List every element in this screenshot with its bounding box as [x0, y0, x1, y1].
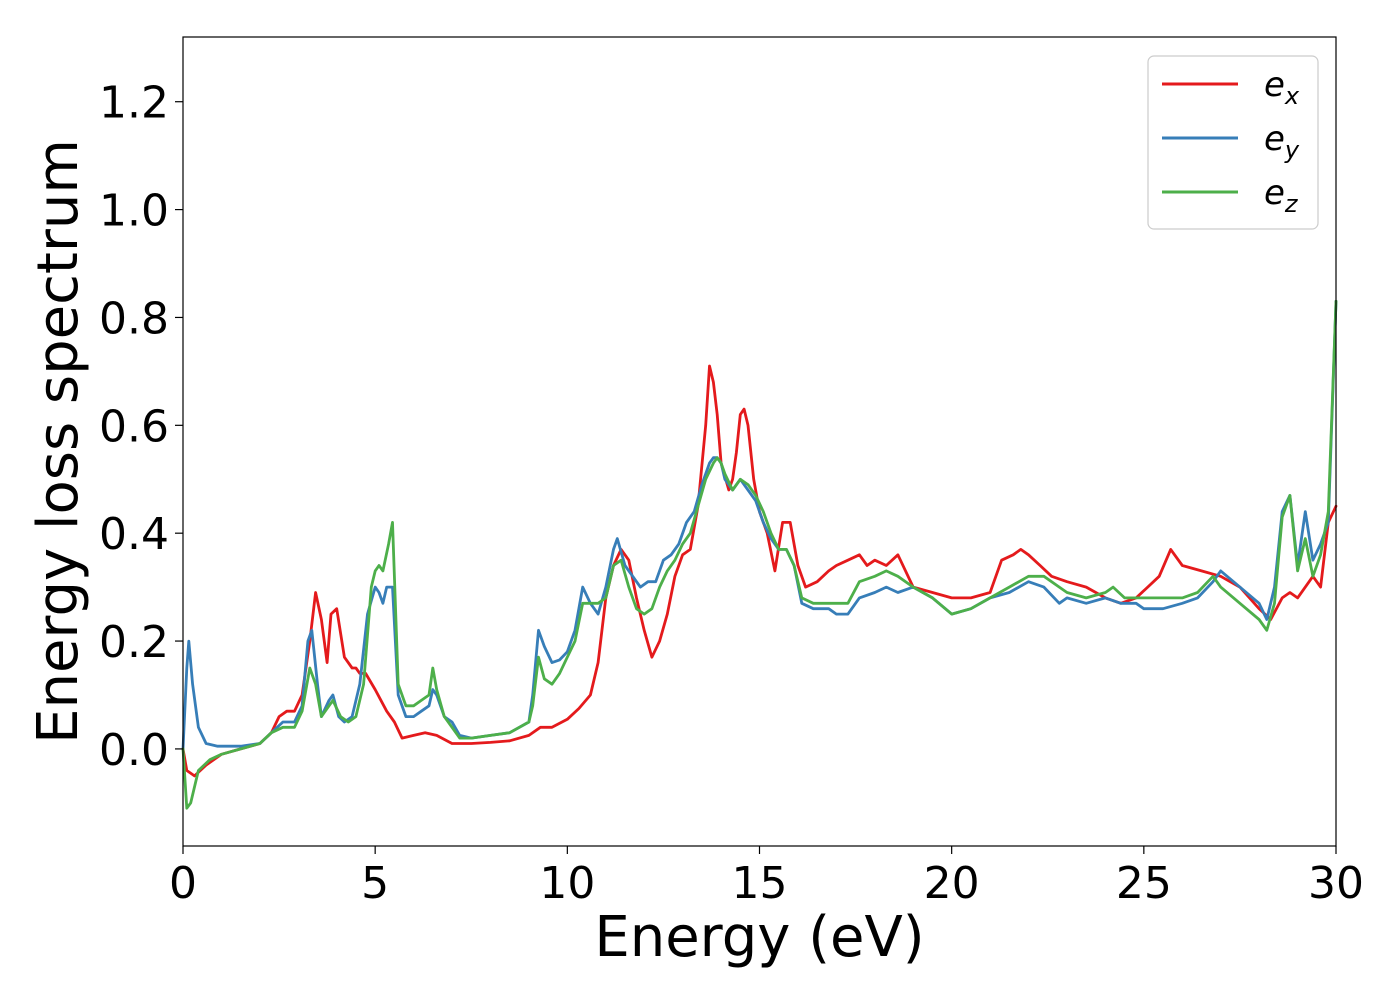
legend-label-y: ey — [1264, 119, 1300, 164]
legend-label-sub: x — [1284, 82, 1300, 110]
x-tick-label: 25 — [1116, 858, 1172, 909]
legend-label-base: e — [1264, 173, 1285, 213]
legend-label-x: ex — [1264, 65, 1300, 110]
y-tick-label: 0.6 — [99, 401, 169, 452]
y-tick-label: 1.0 — [99, 186, 169, 237]
legend-label-sub: y — [1284, 136, 1300, 164]
legend-box — [1147, 55, 1319, 230]
x-tick-label: 5 — [361, 858, 389, 909]
x-axis-ticks: 0 5 10 15 20 25 30 — [169, 846, 1364, 909]
legend-label-base: e — [1264, 65, 1285, 105]
x-tick-label: 30 — [1308, 858, 1364, 909]
y-tick-label: 0.8 — [99, 293, 169, 344]
plot-lines — [181, 299, 1338, 810]
x-tick-label: 10 — [539, 858, 595, 909]
legend-label-sub: z — [1284, 190, 1299, 218]
x-tick-label: 0 — [169, 858, 197, 909]
y-axis-title: Energy loss spectrum — [26, 139, 91, 744]
x-tick-label: 15 — [732, 858, 788, 909]
y-tick-label: 0.0 — [99, 725, 169, 776]
x-axis-title: Energy (eV) — [594, 905, 924, 970]
series-line-z — [181, 299, 1338, 810]
legend-label-base: e — [1264, 119, 1285, 159]
y-tick-label: 0.4 — [99, 509, 169, 560]
y-axis-ticks: 0.0 0.2 0.4 0.6 0.8 1.0 1.2 — [99, 78, 183, 776]
y-tick-label: 1.2 — [99, 78, 169, 129]
y-tick-label: 0.2 — [99, 617, 169, 668]
x-tick-label: 20 — [924, 858, 980, 909]
legend-label-z: ez — [1264, 173, 1299, 218]
